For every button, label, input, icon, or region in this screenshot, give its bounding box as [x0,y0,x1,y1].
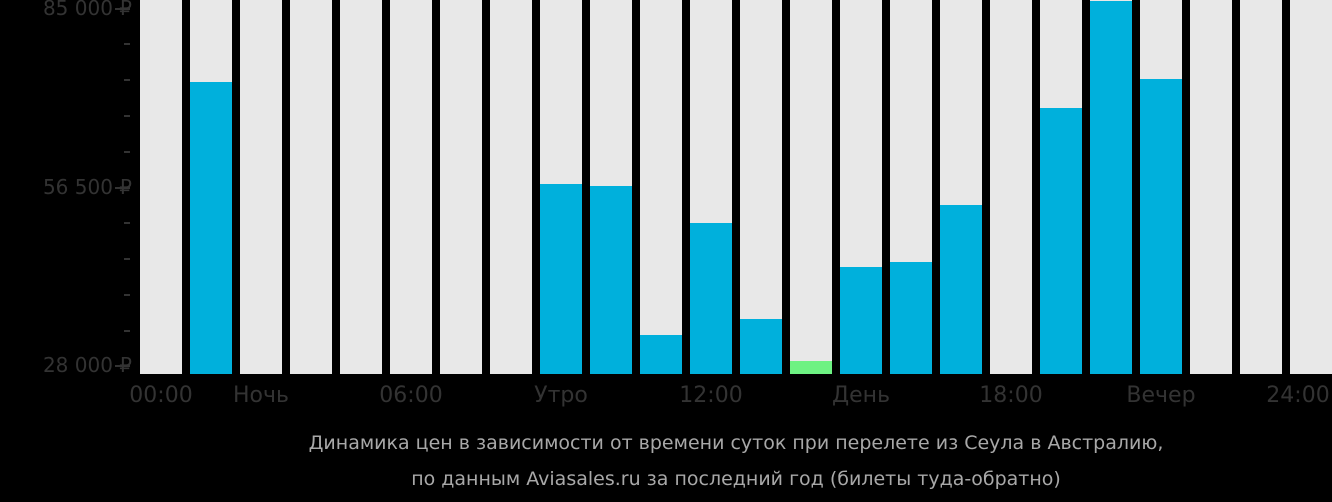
bar-slot-11 [690,0,732,374]
bar-slot-13 [790,0,832,374]
y-tick [115,365,130,367]
bar-price [540,184,582,374]
bar-slot-15 [890,0,932,374]
bar-slot-20 [1140,0,1182,374]
x-label: Вечер [1126,383,1196,408]
bar-price [1040,108,1082,374]
bar-slot-19 [1090,0,1132,374]
x-label: День [831,383,891,408]
y-tick [124,79,130,81]
bar-price [190,81,232,374]
y-tick [124,222,130,224]
x-label: 12:00 [679,383,743,408]
x-label: Ночь [233,383,289,408]
bar-slot-10 [640,0,682,374]
bar-slot-09 [590,0,632,374]
bar-price [690,222,732,374]
x-label: 24:00 [1266,383,1330,408]
x-label: 18:00 [979,383,1043,408]
bar-price [890,262,932,374]
bar-price [640,334,682,374]
y-tick [115,187,130,189]
bar-slot-06 [440,0,482,374]
y-tick [124,43,130,45]
y-tick [124,330,130,332]
bar-slot-22 [1240,0,1282,374]
y-label-mid: 56 500 ₽ [42,175,132,199]
bar-price [1140,78,1182,374]
chart-caption-line2: по данным Aviasales.ru за последний год … [411,468,1061,490]
y-tick [115,8,130,10]
y-tick [124,258,130,260]
bar-slot-07 [490,0,532,374]
bar-slot-03 [290,0,332,374]
bar-slot-14 [840,0,882,374]
bar-slot-00 [140,0,182,374]
bar-price [940,205,982,374]
bar-price [1090,1,1132,374]
bar-price [590,185,632,374]
bar-slot-23 [1290,0,1332,374]
x-label: 06:00 [379,383,443,408]
y-tick [124,294,130,296]
bar-min-price [790,361,832,374]
bar-slot-02 [240,0,282,374]
bar-slot-05 [390,0,432,374]
bar-slot-18 [1040,0,1082,374]
x-label: Утро [534,383,588,408]
bar-slot-21 [1190,0,1232,374]
bar-slot-08 [540,0,582,374]
y-label-min: 28 000 ₽ [42,353,132,377]
x-label: 00:00 [129,383,193,408]
bar-price [840,267,882,374]
y-tick [124,115,130,117]
bar-slot-12 [740,0,782,374]
chart-caption-line1: Динамика цен в зависимости от времени су… [308,432,1164,454]
bar-slot-16 [940,0,982,374]
bar-price [740,319,782,374]
bar-slot-01 [190,0,232,374]
y-label-max: 85 000 ₽ [42,0,132,20]
y-tick [124,151,130,153]
bar-slot-17 [990,0,1032,374]
bar-slot-04 [340,0,382,374]
